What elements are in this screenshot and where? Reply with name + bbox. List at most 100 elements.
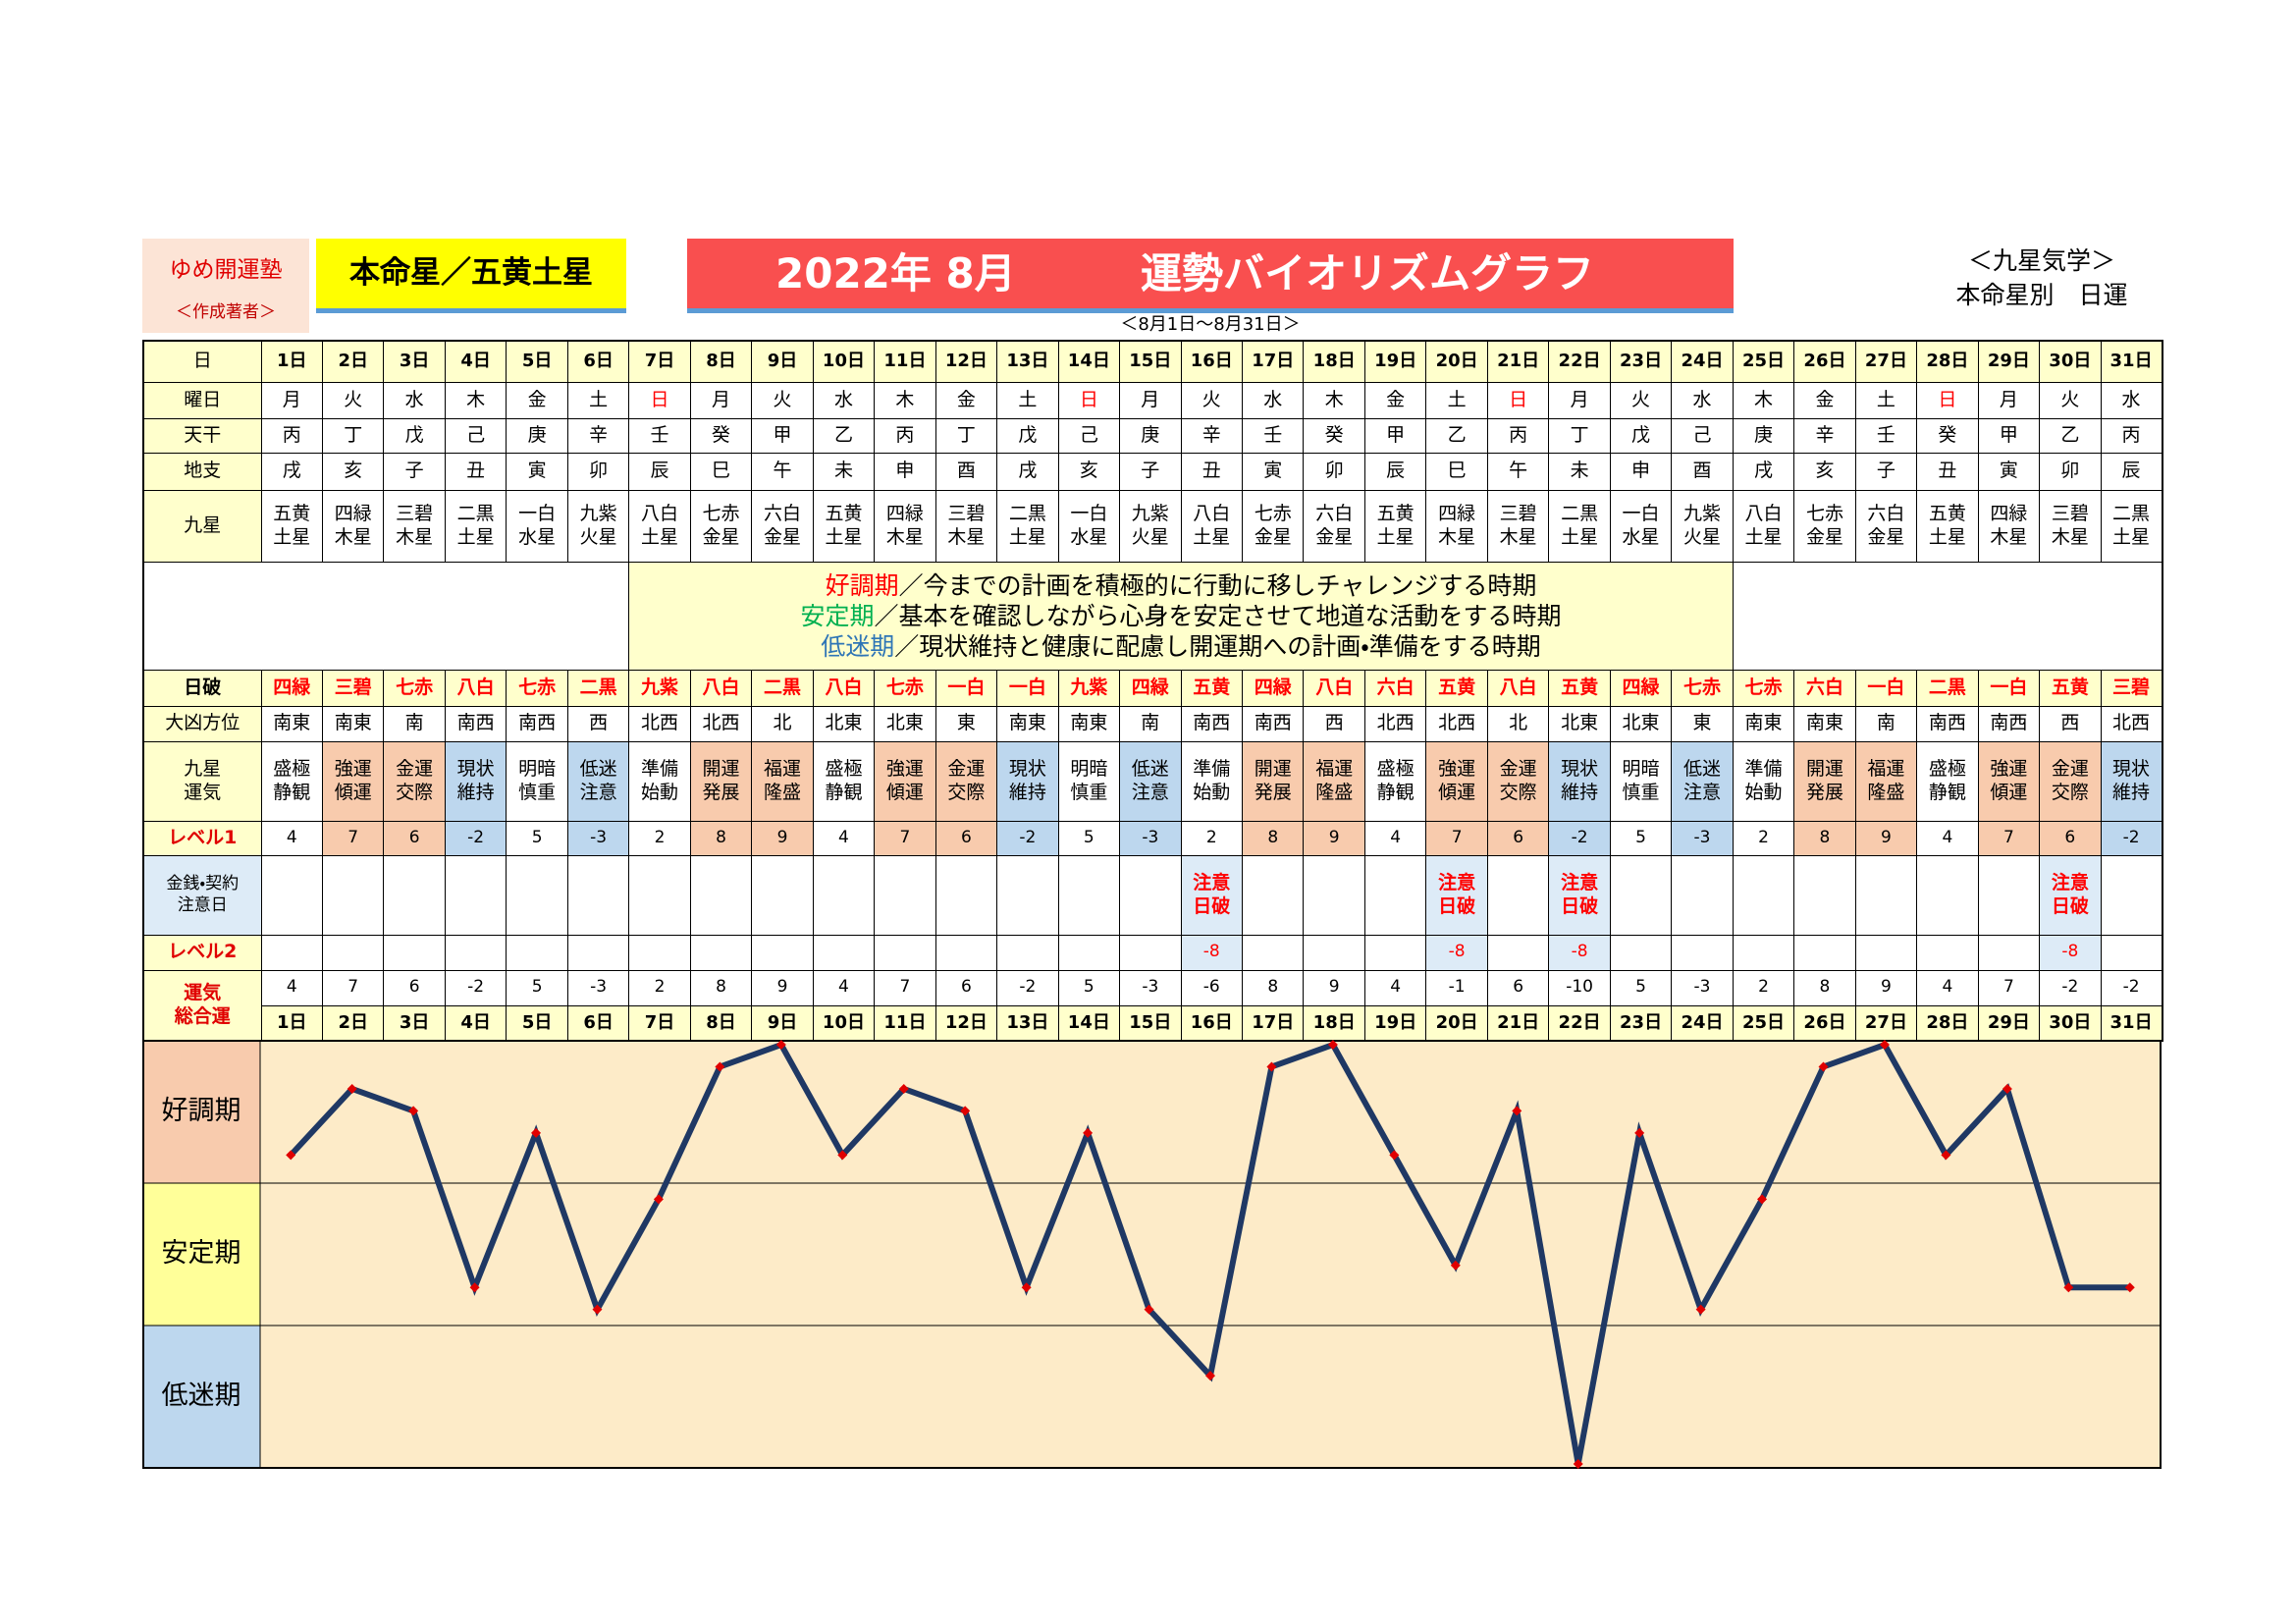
direction-cell: 南東 bbox=[321, 705, 385, 742]
data-marker bbox=[531, 1127, 542, 1138]
data-marker bbox=[775, 1040, 786, 1050]
total-cell: -2 bbox=[996, 969, 1059, 1006]
weekday-cell: 火 bbox=[751, 381, 814, 419]
star-cell: 二黒土星 bbox=[996, 489, 1059, 563]
data-marker bbox=[653, 1194, 664, 1205]
level1-cell: -2 bbox=[996, 820, 1059, 856]
level2-cell: -8 bbox=[1548, 934, 1611, 971]
caution-cell bbox=[321, 854, 385, 936]
fortune-cell: 盛極静観 bbox=[812, 740, 876, 822]
breaker-cell: 八白 bbox=[689, 669, 753, 707]
caution-cell bbox=[1057, 854, 1121, 936]
star-cell: 八白土星 bbox=[1732, 489, 1795, 563]
direction-cell: 南西 bbox=[1180, 705, 1244, 742]
branch-cell: 戌 bbox=[996, 452, 1059, 491]
level2-cell bbox=[1303, 934, 1365, 971]
total-cell: 4 bbox=[1916, 969, 1979, 1006]
legend-term: 安定期 bbox=[800, 601, 875, 630]
day-cell: 30日 bbox=[2039, 1004, 2102, 1042]
breaker-cell: 九紫 bbox=[1057, 669, 1121, 707]
weekday-cell: 月 bbox=[1119, 381, 1182, 419]
level2-cell bbox=[260, 934, 323, 971]
weekday-cell: 水 bbox=[812, 381, 876, 419]
stem-cell: 丙 bbox=[1486, 417, 1550, 454]
direction-cell: 南東 bbox=[1793, 705, 1856, 742]
day-cell: 13日 bbox=[996, 1004, 1059, 1042]
stem-cell: 丁 bbox=[934, 417, 998, 454]
caution-cell bbox=[812, 854, 876, 936]
star-cell: 二黒土星 bbox=[1548, 489, 1611, 563]
row-label: レベル2 bbox=[142, 934, 262, 971]
day-cell: 22日 bbox=[1548, 340, 1611, 383]
day-cell: 5日 bbox=[506, 340, 568, 383]
branch-cell: 辰 bbox=[1363, 452, 1427, 491]
level2-cell bbox=[1916, 934, 1979, 971]
level1-cell: 8 bbox=[1241, 820, 1305, 856]
title-date: 2022年 8月 bbox=[775, 249, 1016, 298]
data-marker bbox=[898, 1083, 909, 1094]
fortune-cell: 福運隆盛 bbox=[1303, 740, 1365, 822]
day-cell: 6日 bbox=[566, 1004, 630, 1042]
data-marker bbox=[1083, 1127, 1094, 1138]
level1-cell: -3 bbox=[566, 820, 630, 856]
fortune-cell: 金運交際 bbox=[383, 740, 446, 822]
total-cell: 8 bbox=[1793, 969, 1856, 1006]
day-cell: 26日 bbox=[1793, 340, 1856, 383]
weekday-cell: 火 bbox=[1609, 381, 1673, 419]
caution-cell bbox=[444, 854, 507, 936]
title: 運勢バイオリズムグラフ bbox=[1141, 249, 1595, 298]
data-marker bbox=[592, 1304, 603, 1315]
stem-cell: 己 bbox=[444, 417, 507, 454]
level1-cell: 8 bbox=[1793, 820, 1856, 856]
level2-cell bbox=[321, 934, 385, 971]
table-row: 大凶方位 南東 南東南南西 南西西北西 北西北北東 北東東南東 南東南南西 南西西北西 北西北北… bbox=[142, 705, 2163, 742]
direction-cell: 南西 bbox=[1977, 705, 2041, 742]
fortune-cell: 準備始動 bbox=[1180, 740, 1244, 822]
weekday-cell: 木 bbox=[1732, 381, 1795, 419]
star-cell: 一白水星 bbox=[1057, 489, 1121, 563]
day-cell: 3日 bbox=[383, 1004, 446, 1042]
row-label: 天干 bbox=[142, 417, 262, 454]
data-marker bbox=[347, 1083, 357, 1094]
subtitle: 本命星別 日運 bbox=[1955, 281, 2128, 309]
data-marker bbox=[1327, 1040, 1338, 1050]
data-marker bbox=[1450, 1260, 1461, 1271]
fortune-cell: 盛極静観 bbox=[1916, 740, 1979, 822]
caution-cell bbox=[934, 854, 998, 936]
stem-cell: 辛 bbox=[566, 417, 630, 454]
caution-cell bbox=[628, 854, 691, 936]
branch-cell: 辰 bbox=[628, 452, 691, 491]
level1-cell: 9 bbox=[1854, 820, 1918, 856]
fortune-cell: 開運発展 bbox=[689, 740, 753, 822]
level2-cell: -8 bbox=[1180, 934, 1244, 971]
level1-cell: 4 bbox=[1363, 820, 1427, 856]
direction-cell: 南東 bbox=[260, 705, 323, 742]
total-cell: 6 bbox=[383, 969, 446, 1006]
weekday-cell: 日 bbox=[1057, 381, 1121, 419]
level2-cell bbox=[1363, 934, 1427, 971]
day-cell: 16日 bbox=[1180, 1004, 1244, 1042]
fortune-cell: 現状維持 bbox=[2100, 740, 2163, 822]
breaker-cell: 一白 bbox=[1977, 669, 2041, 707]
level2-cell bbox=[1119, 934, 1182, 971]
level2-cell bbox=[506, 934, 568, 971]
total-cell: 7 bbox=[874, 969, 936, 1006]
weekday-cell: 月 bbox=[1548, 381, 1611, 419]
level2-cell: -8 bbox=[2039, 934, 2102, 971]
branch-cell: 巳 bbox=[1425, 452, 1488, 491]
breaker-cell: 五黄 bbox=[1548, 669, 1611, 707]
star-cell: 九紫火星 bbox=[1119, 489, 1182, 563]
data-marker bbox=[469, 1282, 480, 1293]
caution-cell bbox=[996, 854, 1059, 936]
data-marker bbox=[1205, 1371, 1215, 1381]
caution-cell bbox=[751, 854, 814, 936]
school-box: ゆめ開運塾 ＜作成著者＞ bbox=[142, 239, 309, 333]
weekday-cell: 金 bbox=[506, 381, 568, 419]
weekday-cell: 金 bbox=[934, 381, 998, 419]
direction-cell: 南西 bbox=[1916, 705, 1979, 742]
table-row: 地支戌亥子丑寅卯辰巳午未申酉戌亥子丑寅卯辰巳午未申酉戌亥子丑寅卯辰 bbox=[142, 452, 2163, 491]
day-cell: 27日 bbox=[1854, 1004, 1918, 1042]
table-row: 九星 五黄土星 四緑木星 三碧木星 二黒土星 一白水星 九紫火星 八白土星 七赤金星 六白金星 五黄… bbox=[142, 489, 2163, 563]
star-cell: 七赤金星 bbox=[689, 489, 753, 563]
stem-cell: 丁 bbox=[321, 417, 385, 454]
